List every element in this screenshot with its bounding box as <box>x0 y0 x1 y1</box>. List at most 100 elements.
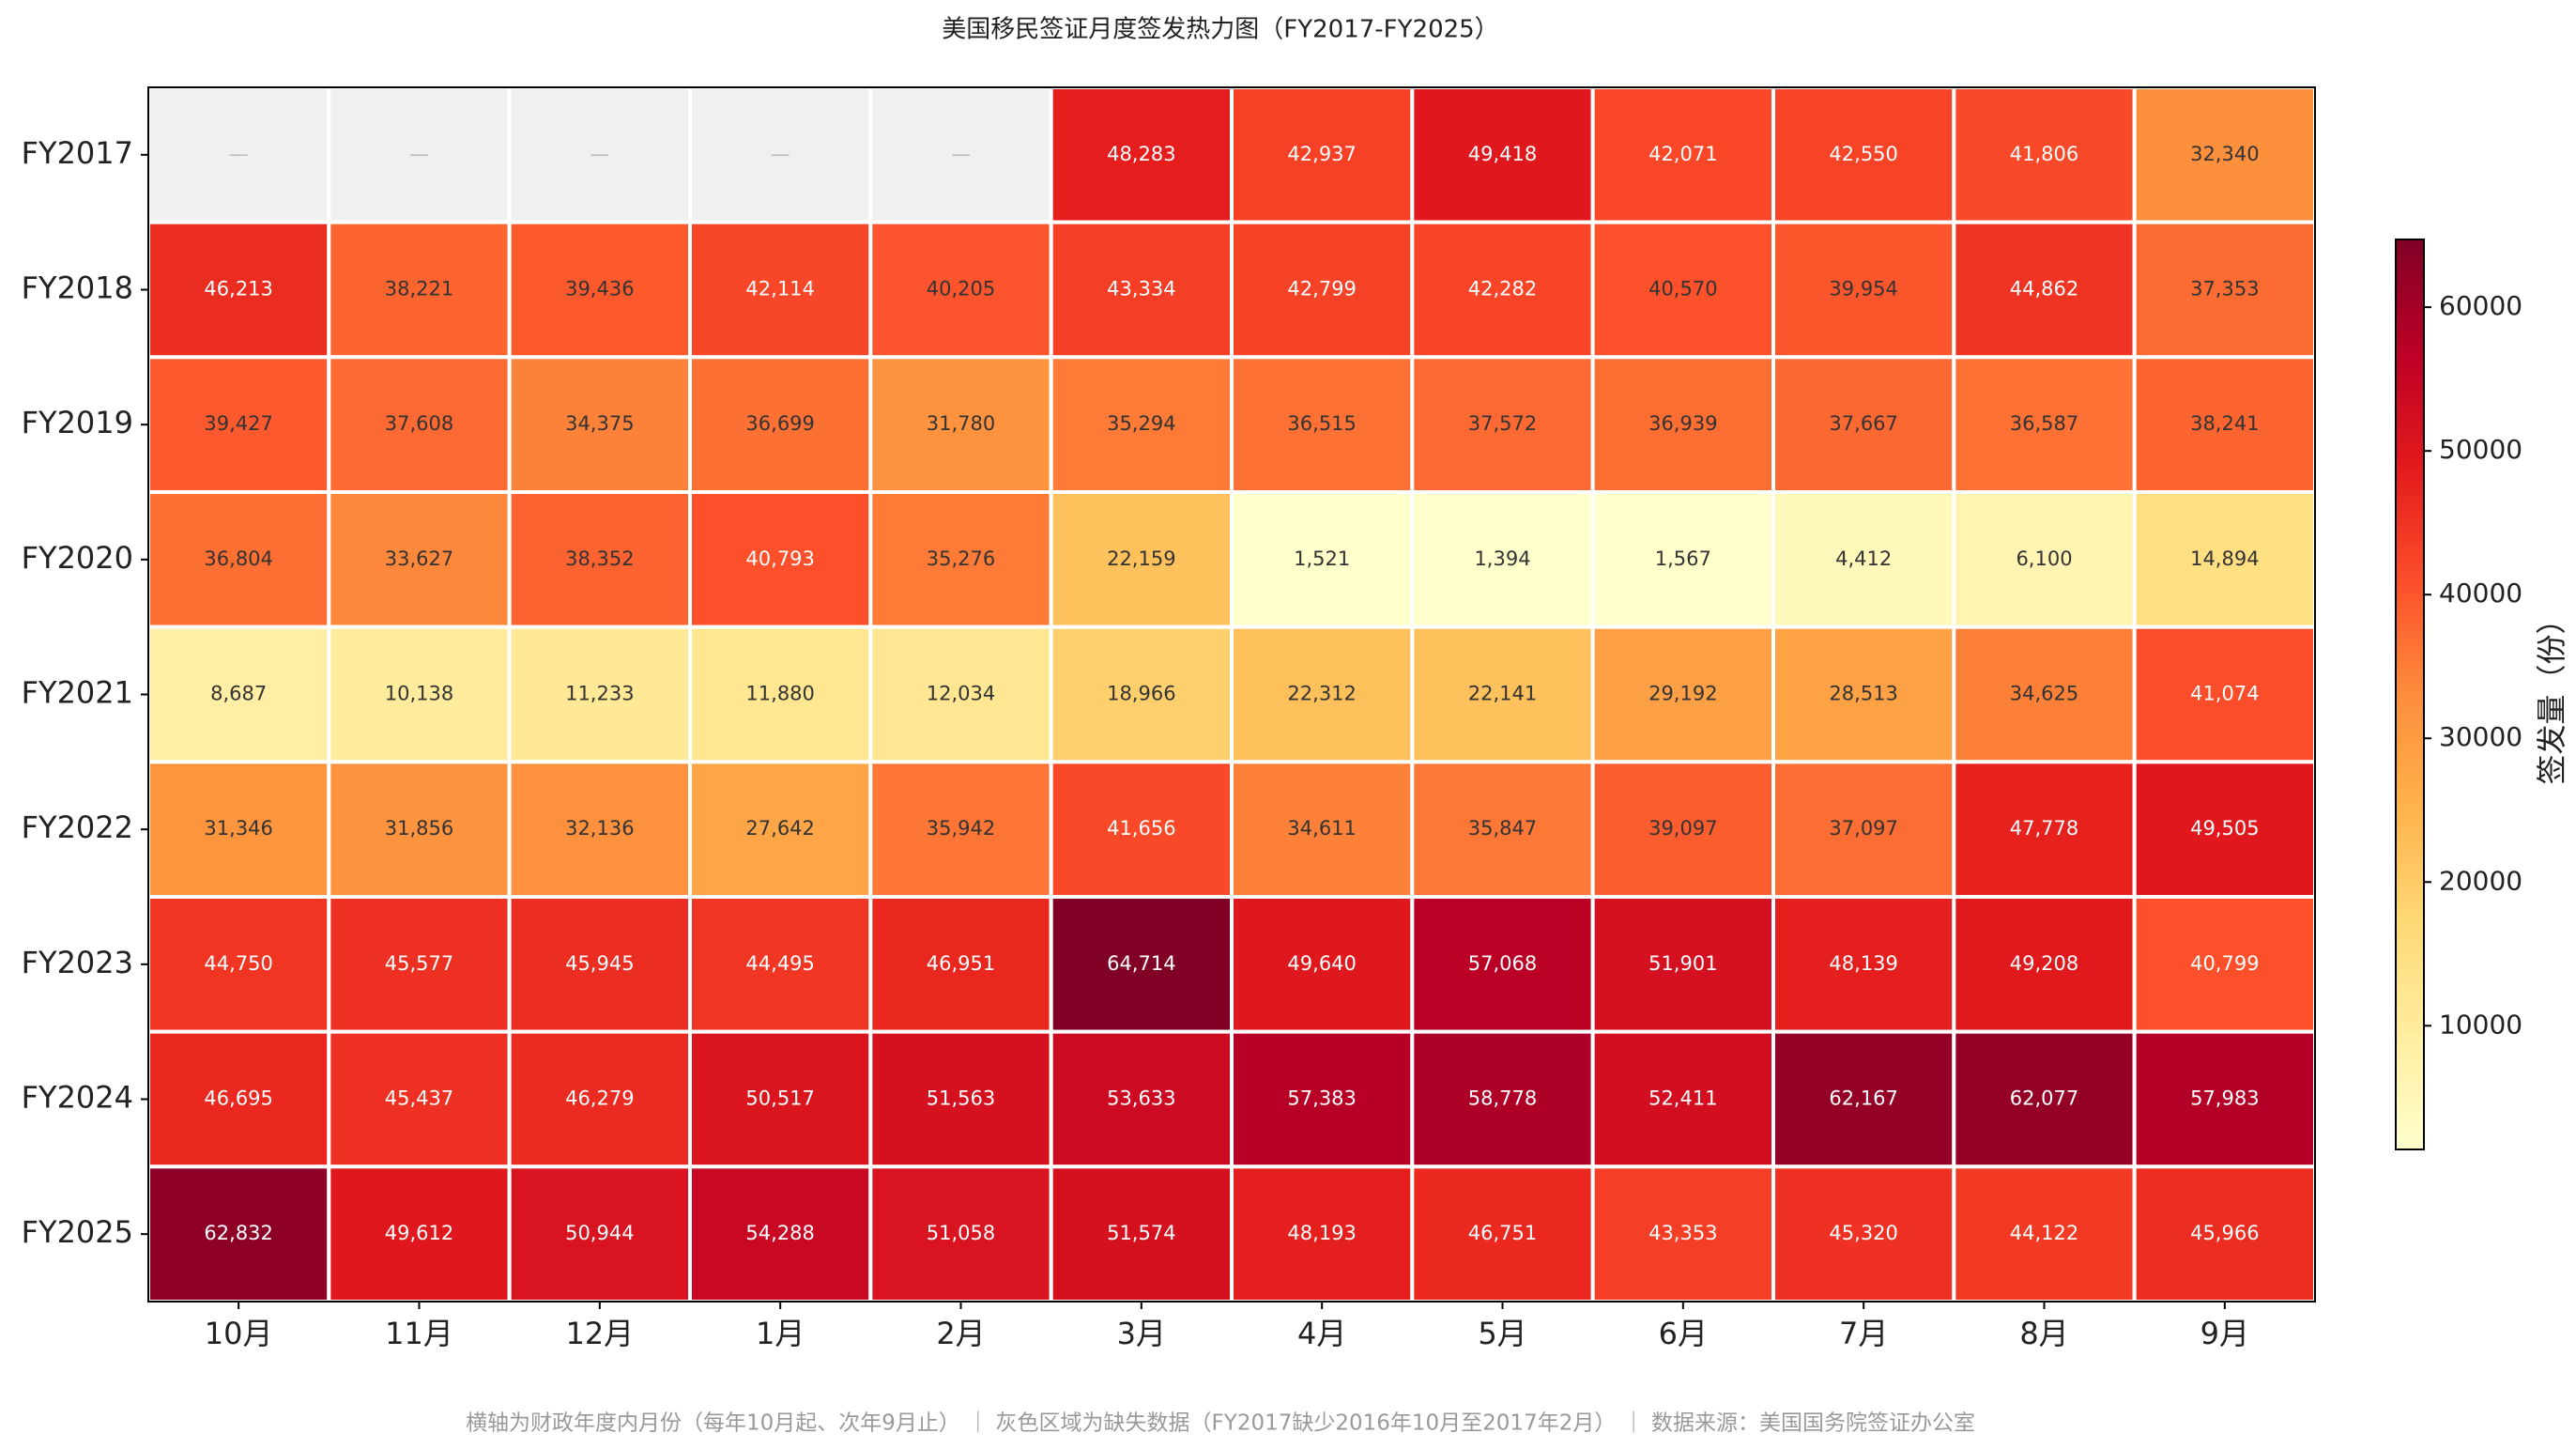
heat-cell <box>688 490 873 629</box>
cell-value-label: 18,966 <box>1107 683 1175 705</box>
missing-label: — <box>771 143 790 165</box>
heat-cell <box>1410 85 1595 224</box>
cell-value-label: 22,312 <box>1287 683 1356 705</box>
heat-cell <box>146 895 331 1034</box>
cell-value-label: 35,847 <box>1468 817 1537 840</box>
cell-value-label: 12,034 <box>927 683 995 705</box>
cell-value-label: 37,572 <box>1468 412 1537 435</box>
x-tick-label: 2月 <box>936 1316 985 1351</box>
cell-value-label: 42,937 <box>1287 143 1356 165</box>
heat-cell <box>1049 85 1234 224</box>
cell-value-label: 44,122 <box>2010 1222 2078 1244</box>
cell-value-label: 48,283 <box>1107 143 1175 165</box>
footnote: 横轴为财政年度内月份（每年10月起、次年9月止） ｜ 灰色区域为缺失数据（FY2… <box>466 1411 1975 1436</box>
cell-value-label: 1,567 <box>1655 547 1711 570</box>
colorbar-tick-label: 30000 <box>2439 721 2522 752</box>
heat-cell <box>146 624 331 764</box>
x-tick-label: 10月 <box>205 1316 273 1351</box>
cell-value-label: 53,633 <box>1107 1087 1175 1110</box>
cell-value-label: 46,751 <box>1468 1222 1537 1244</box>
x-tick-label: 11月 <box>385 1316 453 1351</box>
heat-cell <box>2132 490 2318 629</box>
heat-cell <box>1952 895 2137 1034</box>
cell-value-label: 38,352 <box>565 547 634 570</box>
missing-label: — <box>229 143 249 165</box>
cell-value-label: 48,193 <box>1287 1222 1356 1244</box>
cell-value-label: 6,100 <box>2016 547 2072 570</box>
heat-cell <box>1230 355 1415 495</box>
cell-value-label: 49,505 <box>2190 817 2259 840</box>
x-tick-label: 8月 <box>2019 1316 2068 1351</box>
heat-cell <box>1952 1164 2137 1304</box>
heat-cell <box>2132 85 2318 224</box>
heat-cell <box>1410 1164 1595 1304</box>
cell-value-label: 11,233 <box>565 683 634 705</box>
heat-cell <box>688 760 873 899</box>
cell-value-label: 43,334 <box>1107 278 1175 301</box>
cell-value-label: 14,894 <box>2190 547 2259 570</box>
heat-cell <box>1590 220 1775 360</box>
cell-value-label: 36,699 <box>745 412 814 435</box>
heat-cell <box>1230 895 1415 1034</box>
cell-value-label: 1,521 <box>1294 547 1350 570</box>
heat-cell <box>868 1029 1053 1169</box>
cell-value-label: 58,778 <box>1468 1087 1537 1110</box>
cell-value-label: 41,074 <box>2190 683 2259 705</box>
heat-cell <box>1590 895 1775 1034</box>
cell-value-label: 51,058 <box>927 1222 995 1244</box>
x-tick-label: 6月 <box>1659 1316 1708 1351</box>
cell-value-label: 40,799 <box>2190 952 2259 975</box>
cell-value-label: 42,799 <box>1287 278 1356 301</box>
cell-value-label: 40,570 <box>1648 278 1717 301</box>
y-tick-label: FY2019 <box>22 405 133 440</box>
cell-value-label: 35,294 <box>1107 412 1175 435</box>
y-tick-label: FY2017 <box>22 135 133 171</box>
heat-cell <box>868 355 1053 495</box>
cell-value-label: 36,939 <box>1648 412 1717 435</box>
cell-value-label: 39,436 <box>565 278 634 301</box>
cell-value-label: 62,832 <box>204 1222 272 1244</box>
missing-label: — <box>590 143 609 165</box>
cell-value-label: 34,375 <box>565 412 634 435</box>
x-tick-label: 7月 <box>1839 1316 1888 1351</box>
x-tick-label: 9月 <box>2200 1316 2249 1351</box>
x-tick-label: 1月 <box>756 1316 805 1351</box>
cell-value-label: 45,320 <box>1829 1222 1897 1244</box>
heat-cell <box>688 220 873 360</box>
heat-cell <box>146 1029 331 1169</box>
cell-value-label: 36,804 <box>204 547 272 570</box>
heat-cell <box>1049 760 1234 899</box>
cell-value-label: 34,625 <box>2010 683 2078 705</box>
cell-value-label: 37,608 <box>385 412 453 435</box>
heat-cell <box>1952 1029 2137 1169</box>
cell-value-label: 45,577 <box>385 952 453 975</box>
colorbar-tick-label: 60000 <box>2439 290 2522 321</box>
cell-value-label: 32,136 <box>565 817 634 840</box>
cell-value-label: 1,394 <box>1474 547 1530 570</box>
cell-value-label: 44,862 <box>2010 278 2078 301</box>
cell-value-label: 39,427 <box>204 412 272 435</box>
heat-cell <box>1590 760 1775 899</box>
cell-value-label: 57,068 <box>1468 952 1537 975</box>
cell-value-label: 52,411 <box>1648 1087 1717 1110</box>
heat-cell <box>507 895 693 1034</box>
cell-value-label: 45,966 <box>2190 1222 2259 1244</box>
heat-cell <box>868 624 1053 764</box>
heat-cell <box>1771 490 1956 629</box>
heat-cell <box>1230 1029 1415 1169</box>
cell-value-label: 46,279 <box>565 1087 634 1110</box>
cell-value-label: 44,750 <box>204 952 272 975</box>
cell-value-label: 42,114 <box>745 278 814 301</box>
cell-value-label: 43,353 <box>1648 1222 1717 1244</box>
heat-cell <box>327 1164 512 1304</box>
heat-cell <box>507 1029 693 1169</box>
heat-cell <box>1049 895 1234 1034</box>
heat-cell <box>1410 624 1595 764</box>
cell-value-label: 10,138 <box>385 683 453 705</box>
cell-value-label: 62,167 <box>1829 1087 1897 1110</box>
colorbar-tick-label: 20000 <box>2439 865 2522 896</box>
cell-value-label: 44,495 <box>745 952 814 975</box>
cell-value-label: 37,667 <box>1829 412 1897 435</box>
cell-value-label: 41,806 <box>2010 143 2078 165</box>
heat-cell <box>1049 1164 1234 1304</box>
